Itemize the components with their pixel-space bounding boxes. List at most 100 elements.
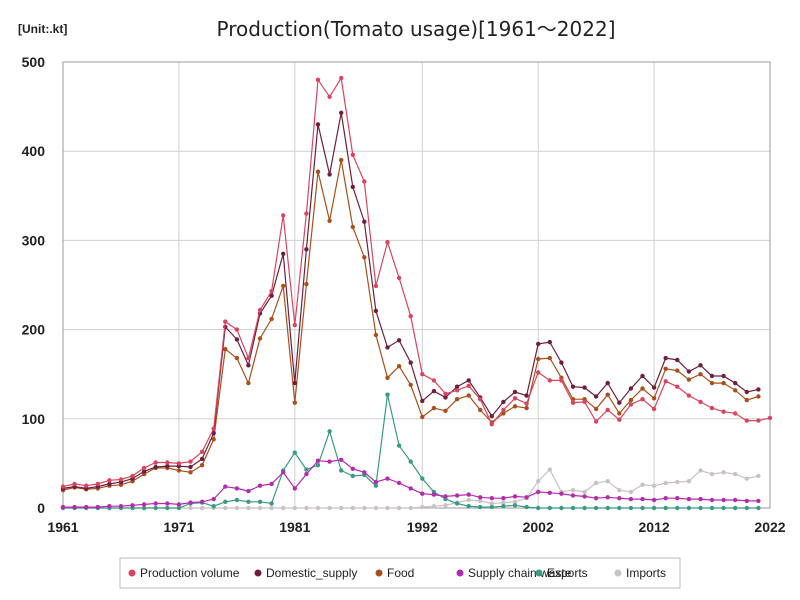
- data-point: [536, 370, 541, 375]
- data-point: [733, 411, 738, 416]
- data-point: [223, 319, 228, 324]
- data-point: [663, 496, 668, 501]
- data-point: [292, 505, 297, 511]
- data-point: [339, 157, 344, 163]
- data-point: [373, 308, 379, 314]
- data-point: [339, 457, 344, 462]
- data-point: [408, 505, 413, 511]
- data-point: [570, 488, 576, 493]
- x-tick-label: 2012: [639, 519, 670, 535]
- data-point: [153, 501, 158, 506]
- data-point: [350, 473, 355, 479]
- data-point: [420, 491, 425, 496]
- data-point: [744, 418, 749, 423]
- data-point: [756, 473, 761, 479]
- legend-box: [119, 557, 681, 589]
- data-point: [385, 345, 390, 350]
- data-point: [211, 496, 216, 502]
- data-point: [281, 470, 286, 475]
- data-point: [582, 399, 587, 405]
- data-point: [420, 398, 425, 404]
- data-point: [721, 409, 726, 414]
- data-point: [257, 499, 263, 504]
- data-point: [431, 388, 437, 394]
- data-point: [547, 490, 552, 495]
- data-point: [605, 495, 610, 500]
- data-point: [315, 458, 321, 463]
- legend-item: Supply chain waste: [456, 566, 572, 580]
- data-point: [373, 332, 379, 338]
- data-point: [744, 397, 749, 403]
- data-point: [339, 468, 344, 473]
- data-point: [60, 484, 66, 489]
- data-point: [315, 463, 321, 468]
- data-point: [698, 363, 703, 368]
- data-point: [721, 373, 726, 379]
- data-point: [130, 503, 135, 508]
- data-point: [141, 469, 147, 474]
- data-point: [431, 405, 437, 411]
- data-point: [536, 479, 541, 484]
- data-point: [408, 382, 413, 388]
- data-point: [281, 213, 286, 218]
- x-tick-label: 1971: [163, 519, 194, 535]
- legend-label: Production volume: [140, 566, 240, 580]
- data-point: [223, 499, 228, 504]
- data-point: [547, 355, 552, 361]
- y-tick-label: 300: [22, 232, 46, 248]
- data-point: [617, 505, 622, 511]
- data-point: [95, 481, 101, 487]
- data-point: [640, 482, 645, 487]
- data-point: [628, 397, 634, 403]
- x-tick-label: 1981: [279, 519, 310, 535]
- data-point: [199, 499, 205, 504]
- data-point: [199, 505, 205, 511]
- data-point: [292, 486, 297, 491]
- data-point: [315, 169, 321, 174]
- data-point: [524, 504, 529, 510]
- data-point: [234, 497, 240, 503]
- data-point: [246, 499, 251, 504]
- data-point: [350, 224, 355, 230]
- data-point: [443, 494, 448, 499]
- data-point: [501, 411, 506, 416]
- x-tick-label: 2002: [523, 519, 554, 535]
- data-point: [593, 419, 599, 424]
- data-point: [304, 467, 309, 472]
- data-point: [327, 459, 332, 464]
- data-point: [489, 501, 494, 506]
- data-point: [269, 501, 274, 506]
- data-point: [72, 504, 77, 510]
- data-point: [431, 378, 437, 383]
- legend: Production volume Domestic_supply Food Supp…: [119, 557, 681, 589]
- data-point: [153, 505, 158, 511]
- data-point: [304, 247, 309, 252]
- data-point: [188, 470, 193, 475]
- data-point: [628, 402, 634, 407]
- data-point: [362, 255, 367, 260]
- legend-label: Imports: [626, 566, 666, 580]
- data-point: [709, 380, 715, 386]
- legend-item: Exports: [535, 566, 588, 580]
- data-point: [605, 380, 610, 386]
- data-point: [443, 408, 448, 413]
- data-point: [199, 456, 205, 462]
- data-point: [478, 407, 483, 413]
- data-point: [84, 504, 89, 510]
- data-point: [698, 496, 703, 502]
- data-point: [524, 405, 529, 411]
- data-point: [281, 505, 286, 511]
- data-point: [373, 483, 379, 488]
- data-point: [663, 480, 668, 486]
- data-point: [269, 505, 274, 511]
- data-point: [408, 314, 413, 319]
- legend-label: Exports: [547, 566, 588, 580]
- data-point: [512, 404, 518, 409]
- data-point: [141, 502, 147, 507]
- data-point: [246, 505, 251, 511]
- data-point: [281, 251, 286, 256]
- data-point: [269, 316, 274, 322]
- data-point: [72, 481, 77, 487]
- data-point: [756, 498, 761, 504]
- series-layer: [60, 75, 773, 511]
